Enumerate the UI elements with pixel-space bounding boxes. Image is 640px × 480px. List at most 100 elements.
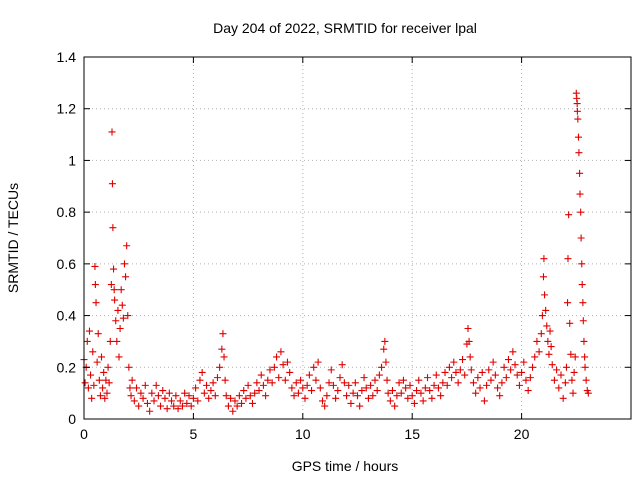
axis-ticks: 0 5 10 15 20 0 0.2 0.4 0.6 0.8 1 1.2 1.4 [57,49,631,442]
data-point-marker [109,224,117,232]
data-point-marker [83,337,91,345]
data-point-marker [154,392,162,400]
data-point-marker [334,387,342,395]
data-point-marker [584,389,592,397]
data-point-marker [108,128,116,136]
data-point-marker [242,394,250,402]
data-point-marker [576,190,584,198]
data-point-marker [181,389,189,397]
data-point-marker [364,394,372,402]
data-point-marker [87,371,95,379]
data-point-marker [111,296,119,304]
data-point-marker [127,392,135,400]
data-point-marker [509,348,517,356]
data-point-marker [198,368,206,376]
data-points [80,89,592,415]
data-point-marker [349,389,357,397]
data-point-marker [290,392,298,400]
data-point-marker [88,394,96,402]
data-point-marker [251,389,259,397]
data-point-marker [464,325,472,332]
data-point-marker [108,180,116,188]
data-point-marker [461,371,469,379]
x-tick-label: 5 [190,426,198,442]
data-point-marker [564,299,572,307]
data-point-marker [221,376,229,384]
data-point-marker [185,392,193,400]
data-point-marker [459,356,467,364]
data-point-marker [118,301,126,309]
data-point-marker [115,353,123,361]
data-point-marker [105,379,113,387]
data-point-marker [85,327,93,335]
data-point-marker [135,402,143,410]
data-point-marker [148,389,156,397]
data-point-marker [123,242,131,250]
data-point-marker [119,314,127,322]
data-point-marker [483,381,491,389]
data-point-marker [255,387,263,395]
y-tick-label: 1.2 [57,101,77,117]
data-point-marker [292,379,300,387]
data-point-marker [553,366,561,374]
data-point-marker [172,392,180,400]
data-point-marker [130,397,138,405]
data-point-marker [424,374,432,382]
data-point-marker [103,389,111,397]
data-point-marker [150,397,158,405]
data-point-marker [308,387,316,395]
data-point-marker [257,371,265,379]
data-point-marker [494,384,502,392]
data-point-marker [159,387,167,395]
data-point-marker [209,379,217,387]
data-point-marker [469,379,477,387]
data-point-marker [189,394,197,402]
data-point-marker [395,379,403,387]
data-point-marker [498,379,506,387]
data-point-marker [476,384,484,392]
data-point-marker [327,366,335,374]
data-point-marker [137,389,145,397]
data-point-marker [408,392,416,400]
data-point-marker [273,353,281,361]
data-point-marker [124,312,132,320]
data-point-marker [574,115,582,123]
data-point-marker [196,376,204,384]
data-point-marker [577,234,585,242]
data-point-marker [570,368,578,376]
data-point-marker [112,317,120,325]
data-point-marker [413,387,421,395]
data-point-marker [211,392,219,400]
data-point-marker [126,384,134,392]
data-point-marker [275,374,283,382]
data-point-marker [89,348,97,356]
data-point-marker [522,376,530,384]
data-point-marker [579,299,587,307]
data-point-marker [240,387,248,395]
data-point-marker [557,371,565,379]
data-point-marker [575,149,583,157]
data-point-marker [323,392,331,400]
data-point-marker [262,392,270,400]
data-point-marker [161,394,169,402]
data-point-marker [467,366,475,374]
data-point-marker [538,312,546,320]
data-point-marker [277,348,285,356]
data-point-marker [113,337,121,345]
data-point-marker [231,397,239,405]
data-point-marker [381,337,389,345]
y-axis-label: SRMTID / TECUs [5,183,21,293]
data-point-marker [537,330,545,338]
data-point-marker [375,371,383,379]
data-point-marker [391,402,399,410]
data-point-marker [402,384,410,392]
data-point-marker [194,397,202,405]
data-point-marker [120,260,128,268]
data-point-marker [378,363,386,371]
data-point-marker [496,392,504,400]
data-point-marker [578,281,586,289]
data-point-marker [116,325,124,332]
data-point-marker [502,374,510,382]
data-point-marker [441,368,449,376]
data-point-marker [91,262,99,270]
